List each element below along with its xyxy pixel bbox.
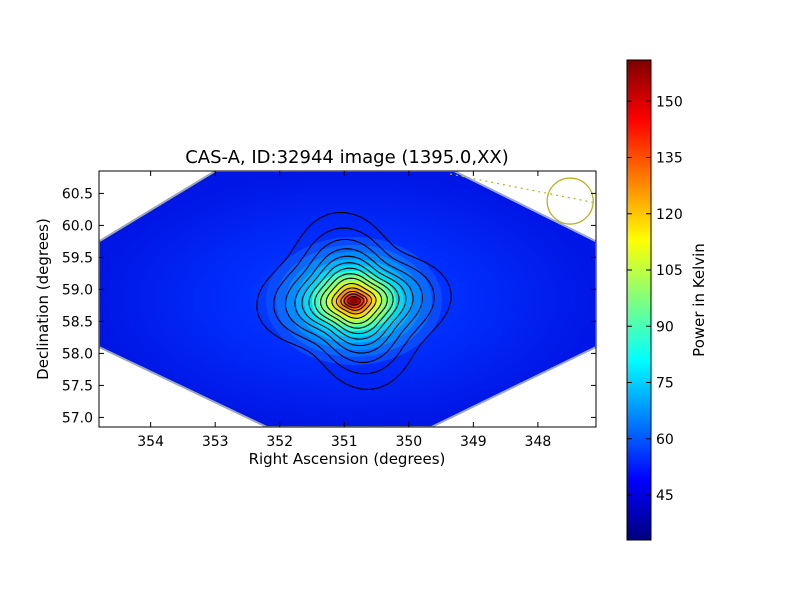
heat-level — [349, 297, 358, 304]
contour-line — [346, 296, 361, 306]
y-tick-label: 60.5 — [62, 186, 93, 202]
contour-line — [301, 255, 407, 347]
contour-line — [284, 238, 423, 363]
y-tick-label: 57.0 — [62, 410, 93, 426]
plot-frame — [98, 170, 597, 428]
beam-pointer — [449, 173, 596, 204]
x-tick-label: 349 — [460, 434, 487, 450]
contour-line — [256, 211, 452, 390]
x-axis-label: Right Ascension (degrees) — [249, 450, 446, 468]
contour-line — [343, 293, 365, 309]
x-tick-label: 351 — [331, 434, 358, 450]
contour-line — [335, 287, 373, 315]
y-tick-label: 60.0 — [62, 218, 93, 234]
x-tick-label: 350 — [395, 434, 422, 450]
contour-line — [325, 277, 383, 325]
y-tick-label: 58.0 — [62, 346, 93, 362]
y-tick-label: 57.5 — [62, 378, 93, 394]
beam-marker — [546, 177, 594, 225]
colorbar-tick-label: 75 — [656, 376, 674, 392]
colorbar-tick-label: 105 — [656, 263, 683, 279]
contour-line — [340, 290, 368, 311]
x-tick-label: 352 — [266, 434, 293, 450]
colorbar-tick-label: 150 — [656, 94, 683, 110]
contour-line — [308, 262, 400, 340]
y-tick-label: 59.5 — [62, 250, 93, 266]
colorbar-tick-label: 135 — [656, 151, 683, 167]
colorbar-gradient — [626, 59, 652, 541]
plot-area — [99, 171, 596, 427]
colorbar-tick-label: 60 — [656, 432, 674, 448]
colorbar-tick-label: 90 — [656, 319, 674, 335]
y-axis-label: Declination (degrees) — [34, 218, 52, 380]
colorbar-tick-label: 120 — [656, 207, 683, 223]
y-tick-label: 58.5 — [62, 314, 93, 330]
colorbar-tick-label: 45 — [656, 488, 674, 504]
y-tick-label: 59.0 — [62, 282, 93, 298]
x-tick-label: 353 — [202, 434, 229, 450]
contour-line — [294, 248, 414, 354]
colorbar-label: Power in Kelvin — [690, 243, 708, 357]
chart-title: CAS-A, ID:32944 image (1395.0,XX) — [185, 147, 509, 168]
contour-line — [320, 273, 388, 329]
x-tick-label: 354 — [137, 434, 164, 450]
contour-line — [314, 267, 394, 335]
contour-line — [331, 282, 377, 319]
colorbar: 45 60 75 90 105 120 135 150 Power in Kelvin — [626, 59, 708, 541]
x-tick-label: 348 — [525, 434, 552, 450]
contour-line — [273, 227, 435, 375]
